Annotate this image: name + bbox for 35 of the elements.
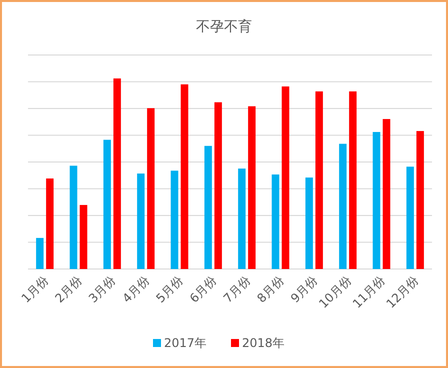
bar [137,174,145,269]
bar [170,170,178,269]
chart-title: 不孕不育 [196,18,252,35]
bar [406,166,414,269]
bar [204,146,212,269]
bar [214,102,222,269]
bar [305,178,313,269]
bar [113,78,121,269]
bar [272,174,280,269]
bar [80,204,88,269]
x-tick-label: 3月份 [86,273,118,306]
x-tick-label: 5月份 [153,273,186,306]
x-tick-label: 7月份 [220,273,253,306]
bar [147,108,155,269]
x-tick-label: 6月份 [187,273,220,306]
bar [339,144,347,269]
x-tick-label: 8月份 [254,273,287,306]
bar [238,168,246,269]
bar [416,131,424,269]
x-tick-label: 1月份 [18,273,51,306]
bar [70,166,78,269]
legend-label: 2018年 [242,336,285,350]
bar [46,178,54,269]
bar [180,84,188,269]
x-tick-label: 4月份 [120,273,152,306]
x-tick-label: 2月份 [52,273,85,306]
bar [315,91,323,269]
bar [103,140,111,269]
bar [248,106,256,269]
bar [372,132,380,269]
bar [382,119,390,269]
bar [282,86,290,269]
bar [349,91,357,269]
bar [36,238,44,269]
legend-label: 2017年 [164,336,207,350]
